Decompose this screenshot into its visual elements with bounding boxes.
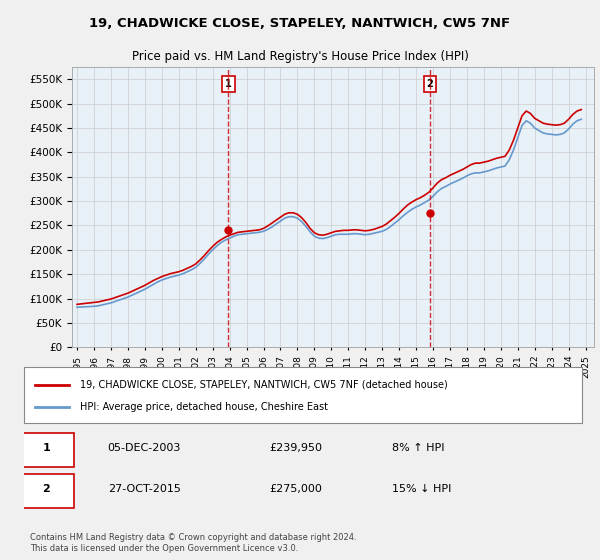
Text: 8% ↑ HPI: 8% ↑ HPI [392,443,445,453]
Text: 1: 1 [43,443,50,453]
Text: HPI: Average price, detached house, Cheshire East: HPI: Average price, detached house, Ches… [80,402,328,412]
Text: 05-DEC-2003: 05-DEC-2003 [108,443,181,453]
FancyBboxPatch shape [19,433,74,466]
FancyBboxPatch shape [19,474,74,508]
Text: 19, CHADWICKE CLOSE, STAPELEY, NANTWICH, CW5 7NF: 19, CHADWICKE CLOSE, STAPELEY, NANTWICH,… [89,17,511,30]
FancyBboxPatch shape [24,367,582,423]
Text: 27-OCT-2015: 27-OCT-2015 [108,484,181,494]
Text: £239,950: £239,950 [269,443,323,453]
Text: Contains HM Land Registry data © Crown copyright and database right 2024.
This d: Contains HM Land Registry data © Crown c… [29,533,356,553]
Text: 2: 2 [427,79,433,89]
Text: Price paid vs. HM Land Registry's House Price Index (HPI): Price paid vs. HM Land Registry's House … [131,50,469,63]
Text: 2: 2 [43,484,50,494]
Text: 19, CHADWICKE CLOSE, STAPELEY, NANTWICH, CW5 7NF (detached house): 19, CHADWICKE CLOSE, STAPELEY, NANTWICH,… [80,380,448,390]
Text: 15% ↓ HPI: 15% ↓ HPI [392,484,452,494]
Text: £275,000: £275,000 [269,484,322,494]
Text: 1: 1 [225,79,232,89]
